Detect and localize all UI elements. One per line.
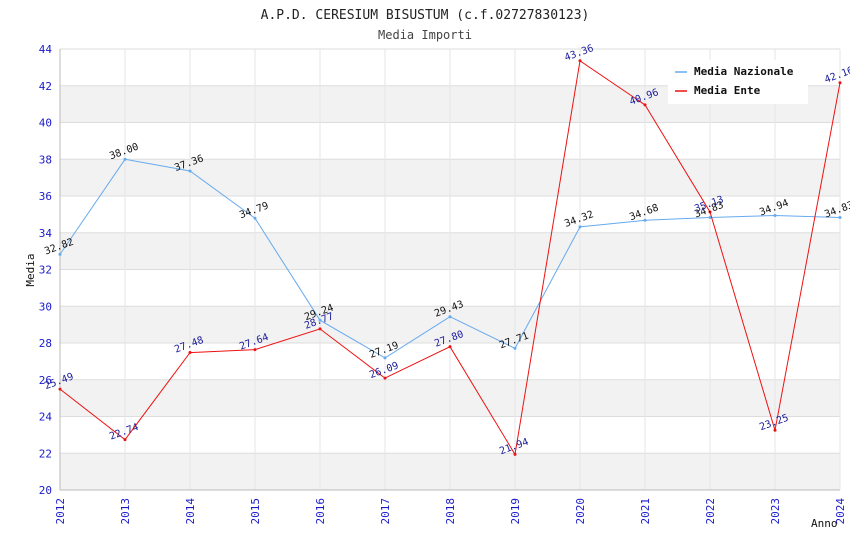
y-tick-label: 34: [39, 227, 53, 240]
data-point: [513, 346, 517, 350]
data-point: [773, 213, 777, 217]
data-point: [578, 59, 582, 63]
x-tick-label: 2012: [54, 498, 67, 525]
data-point: [578, 225, 582, 229]
y-tick-label: 20: [39, 484, 52, 497]
chart-subtitle: Media Importi: [378, 28, 472, 42]
y-axis-ticks: 20 22 24 26 28 30 32 34 36 38 40 42 44: [39, 43, 53, 497]
y-tick-label: 44: [39, 43, 53, 56]
data-point: [513, 452, 517, 456]
legend-label-media-ente: Media Ente: [694, 84, 761, 97]
y-tick-label: 22: [39, 447, 52, 460]
data-point: [838, 215, 842, 219]
y-axis-label: Media: [24, 253, 37, 286]
data-point: [643, 218, 647, 222]
y-tick-label: 26: [39, 374, 52, 387]
y-tick-label: 24: [39, 411, 53, 424]
x-tick-label: 2014: [184, 498, 197, 525]
y-tick-label: 38: [39, 153, 52, 166]
gridlines: [59, 48, 841, 491]
x-tick-label: 2021: [639, 498, 652, 525]
data-point: [773, 428, 777, 432]
x-tick-label: 2015: [249, 498, 262, 525]
data-point: [58, 252, 62, 256]
data-point: [58, 387, 62, 391]
legend-box: [668, 60, 808, 104]
data-point: [708, 210, 712, 214]
y-tick-label: 32: [39, 264, 52, 277]
data-point: [123, 438, 127, 442]
y-tick-label: 30: [39, 300, 52, 313]
chart-title: A.P.D. CERESIUM BISUSTUM (c.f.0272783012…: [261, 8, 590, 23]
x-tick-label: 2020: [574, 498, 587, 525]
data-point: [448, 315, 452, 319]
data-point: [708, 215, 712, 219]
data-point: [123, 157, 127, 161]
legend-label-media-nazionale: Media Nazionale: [694, 65, 794, 78]
x-tick-label: 2024: [834, 498, 847, 525]
y-tick-label: 40: [39, 117, 52, 130]
data-point: [448, 345, 452, 349]
x-axis-ticks: 2012 2013 2014 2015 2016 2017 2018 2019 2020 2021…: [54, 498, 847, 525]
x-tick-label: 2017: [379, 498, 392, 525]
series-lines: [58, 59, 842, 456]
x-tick-label: 2018: [444, 498, 457, 525]
y-tick-label: 42: [39, 80, 52, 93]
data-point: [253, 216, 257, 220]
data-point: [188, 351, 192, 355]
x-tick-label: 2023: [769, 498, 782, 525]
x-tick-label: 2019: [509, 498, 522, 525]
data-point: [383, 356, 387, 360]
data-point: [253, 348, 257, 352]
data-point: [188, 169, 192, 173]
data-label: 42.16: [823, 65, 850, 86]
x-axis-label: Anno: [811, 517, 838, 530]
y-tick-label: 36: [39, 190, 52, 203]
data-point: [318, 318, 322, 322]
data-point: [643, 103, 647, 107]
x-tick-label: 2016: [314, 498, 327, 525]
axes: [59, 49, 840, 491]
data-point: [838, 81, 842, 85]
x-tick-label: 2013: [119, 498, 132, 525]
legend: Media Nazionale Media Ente: [668, 60, 808, 104]
x-tick-label: 2022: [704, 498, 717, 525]
data-point: [318, 327, 322, 331]
data-point: [383, 376, 387, 380]
y-tick-label: 28: [39, 337, 52, 350]
